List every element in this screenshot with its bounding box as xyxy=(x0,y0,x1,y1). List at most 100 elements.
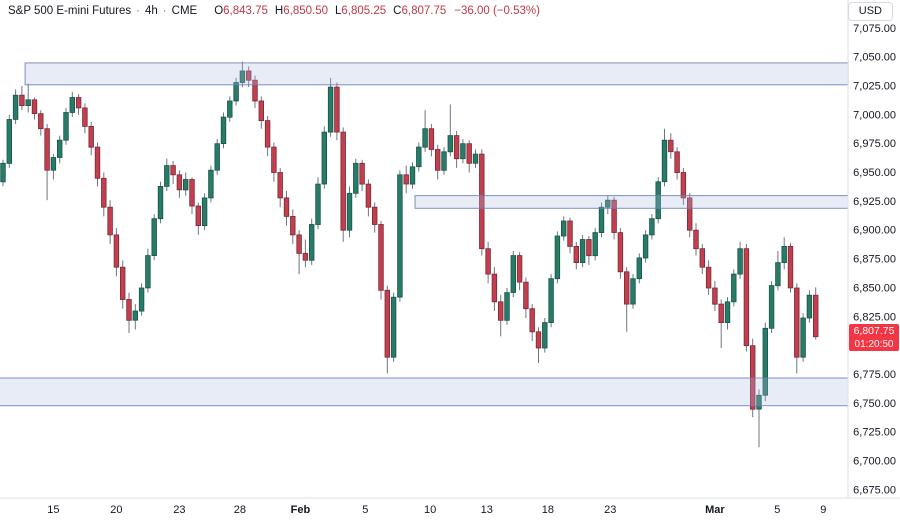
candle-down xyxy=(283,197,290,217)
candle-down xyxy=(334,86,340,133)
candle-up xyxy=(636,257,642,280)
time-axis-label[interactable]: Mar xyxy=(705,504,725,516)
candle-down xyxy=(340,131,346,231)
low-value: 6,805.25 xyxy=(341,5,387,17)
open-value: 6,843.75 xyxy=(223,5,268,17)
candle-down xyxy=(705,266,712,289)
price-axis-label[interactable]: 6,900.00 xyxy=(853,225,896,237)
time-axis-label[interactable]: 10 xyxy=(424,504,436,516)
resistance-zone-mid[interactable] xyxy=(414,195,849,209)
demand-zone-lower[interactable] xyxy=(0,377,849,407)
price-axis-label[interactable]: 6,825.00 xyxy=(853,311,896,323)
candle-down xyxy=(19,94,25,106)
time-axis-label[interactable]: 23 xyxy=(604,504,616,516)
candle-up xyxy=(57,139,63,158)
candle-up xyxy=(472,153,479,164)
price-axis-label[interactable]: 6,850.00 xyxy=(853,283,896,295)
close-label: C xyxy=(393,5,402,17)
candle-up xyxy=(642,234,649,259)
candle-down xyxy=(264,120,271,148)
candle-up xyxy=(731,273,737,303)
price-axis-label[interactable]: 6,775.00 xyxy=(853,369,896,381)
price-axis-label[interactable]: 7,050.00 xyxy=(853,52,896,64)
time-axis-label[interactable]: 23 xyxy=(173,504,185,516)
time-axis-label[interactable]: 20 xyxy=(110,504,122,516)
candle-up xyxy=(164,165,170,187)
price-axis-label[interactable]: 6,975.00 xyxy=(853,138,896,150)
candle-up xyxy=(6,119,12,164)
candle-up xyxy=(554,235,561,280)
price-axis-label[interactable]: 6,875.00 xyxy=(853,254,896,266)
high-value: 6,850.50 xyxy=(283,5,328,17)
candle-up xyxy=(630,278,636,305)
candle-down xyxy=(271,146,277,173)
candle-down xyxy=(466,143,472,164)
candle-up xyxy=(655,181,661,220)
chart-legend: S&P 500 E-mini Futures · 4h · CME O6,843.75 H6… xyxy=(8,5,540,17)
price-axis-label[interactable]: 6,950.00 xyxy=(853,167,896,179)
price-axis-label[interactable]: 7,075.00 xyxy=(853,23,896,35)
timeframe-selector[interactable]: 4h xyxy=(145,5,158,17)
price-axis-label[interactable]: 6,750.00 xyxy=(853,398,896,410)
candle-up xyxy=(548,278,554,324)
price-axis-label[interactable]: 7,000.00 xyxy=(853,109,896,121)
time-axis-label[interactable]: 15 xyxy=(47,504,59,516)
candle-down xyxy=(813,294,819,338)
candle-down xyxy=(359,162,365,185)
exchange-label: CME xyxy=(171,5,198,17)
candle-down xyxy=(794,287,800,358)
candle-up xyxy=(138,287,145,312)
candle-down xyxy=(453,135,460,160)
candle-down xyxy=(113,234,120,268)
candle-up xyxy=(397,174,403,298)
candle-down xyxy=(611,199,617,233)
candle-up xyxy=(724,301,731,323)
time-axis-label[interactable]: 18 xyxy=(542,504,554,516)
time-axis-label[interactable]: Feb xyxy=(291,504,311,516)
legend-separator: · xyxy=(162,5,167,17)
price-axis-label[interactable]: 7,025.00 xyxy=(853,81,896,93)
candle-down xyxy=(535,331,542,349)
candle-down xyxy=(258,100,264,122)
candle-up xyxy=(208,169,214,199)
candle-up xyxy=(25,99,31,107)
candle-down xyxy=(479,153,485,250)
candle-down xyxy=(787,245,794,289)
time-axis-label[interactable]: 9 xyxy=(820,504,826,516)
candle-up xyxy=(781,245,787,263)
candle-up xyxy=(214,143,220,171)
time-axis-label[interactable]: 5 xyxy=(774,504,780,516)
currency-button[interactable]: USD xyxy=(847,2,893,21)
candle-down xyxy=(82,107,88,127)
price-axis-label[interactable]: 6,700.00 xyxy=(853,456,896,468)
candle-up xyxy=(157,185,164,220)
candle-up xyxy=(416,146,422,168)
candle-down xyxy=(296,234,302,254)
price-axis-label[interactable]: 6,675.00 xyxy=(853,484,896,496)
time-axis-label[interactable]: 28 xyxy=(234,504,246,516)
candle-up xyxy=(762,327,768,396)
candle-up xyxy=(50,157,57,171)
candle-up xyxy=(649,218,655,236)
candle-down xyxy=(523,281,529,310)
candle-down xyxy=(693,229,699,250)
candle-up xyxy=(69,97,75,113)
candle-down xyxy=(668,139,674,153)
candle-down xyxy=(120,266,126,300)
candle-down xyxy=(252,79,258,102)
candle-down xyxy=(617,232,624,273)
candle-down xyxy=(101,177,107,208)
supply-zone-upper[interactable] xyxy=(24,62,849,86)
candle-down xyxy=(485,248,491,275)
candle-down xyxy=(44,128,50,171)
price-axis-label[interactable]: 6,925.00 xyxy=(853,196,896,208)
symbol-title[interactable]: S&P 500 E-mini Futures xyxy=(8,5,132,17)
candle-up xyxy=(598,206,605,233)
candle-up xyxy=(605,199,611,208)
time-axis-label[interactable]: 5 xyxy=(362,504,368,516)
candle-down xyxy=(529,308,535,333)
price-axis-label[interactable]: 6,725.00 xyxy=(853,427,896,439)
time-axis-label[interactable]: 13 xyxy=(481,504,493,516)
candle-up xyxy=(800,317,806,358)
